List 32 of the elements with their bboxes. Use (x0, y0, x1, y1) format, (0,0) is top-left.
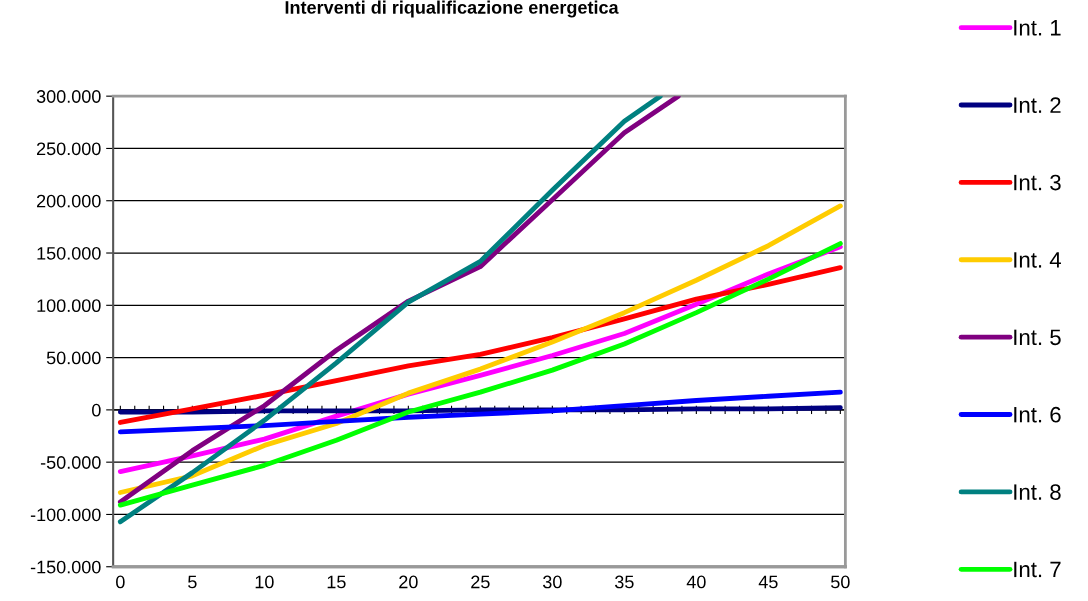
x-tick-label: 5 (188, 575, 197, 589)
legend-label: Int. 4 (1014, 252, 1061, 268)
x-tick-label: 45 (758, 575, 778, 589)
y-tick-label: 0 (92, 403, 101, 417)
y-tick-label: -100.000 (30, 508, 101, 522)
legend-label: Int. 3 (1014, 174, 1061, 191)
x-tick-label: 20 (399, 575, 418, 589)
legend-label: Int. 5 (1014, 329, 1061, 346)
y-tick-label: 100.000 (37, 299, 101, 313)
x-tick-label: 10 (255, 575, 274, 589)
line-series (117, 203, 843, 495)
y-tick-label: 150.000 (37, 246, 101, 260)
legend-label: Int. 1 (1014, 20, 1061, 36)
y-tick-label: 50.000 (46, 351, 101, 365)
legend-label: Int. 7 (1014, 561, 1061, 578)
legend-label: Int. 2 (1014, 97, 1061, 113)
y-tick-label: -150.000 (30, 560, 101, 574)
x-tick-label: 25 (471, 575, 490, 589)
x-tick-label: 50 (831, 575, 850, 589)
x-tick-label: 40 (686, 575, 706, 589)
y-tick-label: 200.000 (37, 194, 101, 208)
x-tick-label: 0 (116, 575, 125, 589)
chart-title: Interventi di riqualificazione energetica (285, 0, 619, 18)
x-tick-label: 30 (542, 575, 562, 589)
legend-label: Int. 8 (1014, 484, 1061, 500)
legend-label: Int. 6 (1014, 406, 1061, 423)
line-series (117, 389, 843, 435)
x-tick-label: 15 (327, 575, 346, 589)
x-tick-label: 35 (614, 575, 634, 589)
y-tick-label: -50.000 (40, 456, 101, 469)
y-tick-label: 250.000 (37, 142, 101, 156)
y-tick-label: 300.000 (36, 90, 101, 103)
